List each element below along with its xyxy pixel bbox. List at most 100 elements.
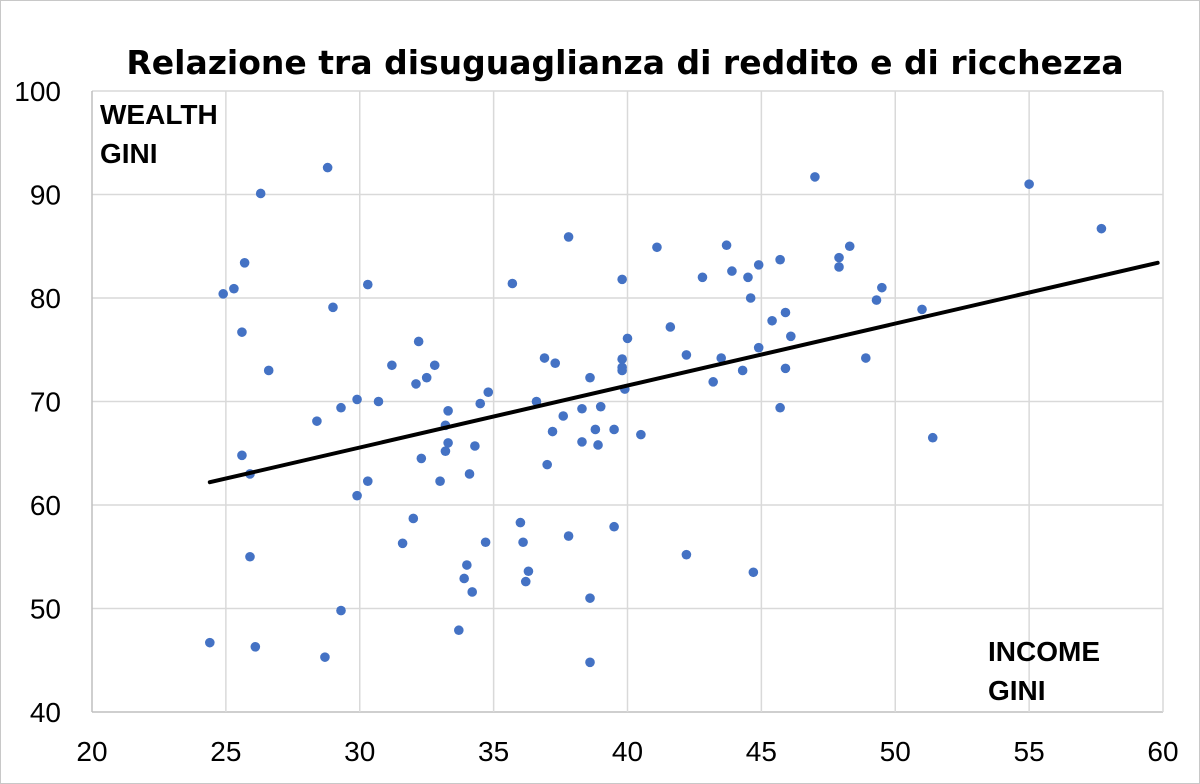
y-axis-note-line1: WEALTH (100, 99, 218, 130)
data-point (550, 358, 561, 369)
data-point (421, 372, 432, 383)
data-point (775, 402, 785, 413)
data-point (767, 315, 777, 326)
y-axis-note-line2: GINI (100, 138, 158, 169)
data-point (250, 641, 261, 652)
data-point (443, 438, 453, 448)
data-point (775, 254, 785, 265)
data-point (475, 398, 486, 409)
data-point (585, 372, 595, 383)
data-point (322, 162, 333, 173)
data-point (743, 272, 753, 283)
data-point (429, 360, 440, 371)
x-axis-note-line1: INCOME (988, 636, 1100, 667)
x-tick-label: 30 (344, 736, 375, 767)
data-point (518, 537, 528, 548)
data-point (480, 537, 491, 548)
data-point (416, 453, 427, 464)
y-tick-label: 40 (30, 697, 61, 728)
data-point (697, 272, 708, 283)
data-point (716, 353, 727, 363)
data-point (239, 258, 250, 268)
data-point (362, 476, 373, 486)
data-point (681, 350, 692, 360)
data-point (617, 362, 627, 373)
data-point (413, 336, 424, 347)
data-point (727, 266, 737, 276)
data-point (652, 242, 662, 253)
data-point (609, 521, 619, 532)
data-point (753, 342, 764, 353)
data-point (665, 322, 676, 332)
x-tick-label: 20 (76, 736, 107, 767)
data-point (622, 333, 633, 344)
y-tick-label: 100 (14, 76, 61, 107)
data-point (362, 279, 373, 290)
data-point (636, 429, 646, 440)
data-point (860, 353, 871, 363)
data-point (229, 283, 239, 294)
data-point (917, 304, 927, 315)
data-point (373, 396, 384, 407)
data-point (745, 293, 756, 303)
data-point (542, 459, 552, 470)
data-point (563, 531, 574, 541)
y-tick-label: 70 (30, 387, 61, 418)
data-point (320, 652, 330, 662)
data-point (1024, 179, 1034, 189)
y-tick-label: 80 (30, 283, 61, 314)
data-point (531, 396, 542, 407)
trendline (207, 260, 1160, 485)
data-point (443, 406, 453, 416)
x-tick-label: 50 (880, 736, 911, 767)
data-point (435, 476, 445, 486)
data-point (563, 232, 574, 242)
data-point (515, 517, 526, 528)
x-tick-label: 40 (612, 736, 643, 767)
data-point (737, 365, 748, 376)
data-point (753, 260, 764, 270)
data-point (593, 440, 603, 450)
gridlines (91, 90, 1164, 713)
data-point (336, 605, 346, 616)
data-point (609, 424, 619, 435)
data-point (721, 240, 732, 251)
x-tick-label: 55 (1014, 736, 1045, 767)
data-point (577, 437, 587, 447)
x-tick-label: 45 (746, 736, 777, 767)
data-point (681, 549, 692, 560)
tick-labels: 40 50 60 70 80 90 100 20 25 30 35 40 45 50 55 60 (14, 76, 1178, 767)
x-tick-label: 60 (1147, 736, 1178, 767)
data-point (585, 657, 595, 668)
y-tick-label: 60 (30, 490, 61, 521)
data-point (387, 360, 397, 371)
data-point (927, 432, 938, 443)
data-point (617, 274, 627, 285)
x-tick-label: 25 (210, 736, 241, 767)
chart-title: Relazione tra disuguaglianza di reddito … (126, 43, 1123, 82)
data-point (834, 262, 844, 272)
trendline-layer (207, 260, 1160, 485)
x-axis-note-line2: GINI (988, 675, 1046, 706)
data-point (595, 401, 606, 412)
data-point (263, 365, 274, 376)
data-point (585, 593, 595, 603)
data-point (467, 587, 478, 597)
data-point (408, 513, 419, 524)
data-point (558, 411, 569, 421)
data-point (462, 560, 472, 570)
y-tick-label: 50 (30, 594, 61, 625)
data-point (520, 576, 531, 587)
data-point (328, 302, 338, 313)
data-point (871, 295, 882, 305)
data-point (459, 573, 469, 584)
data-point (786, 331, 796, 342)
data-points (205, 162, 1107, 668)
data-point (470, 441, 480, 451)
data-point (352, 394, 362, 405)
data-point (218, 289, 228, 299)
data-point (483, 387, 494, 397)
data-point (205, 637, 215, 648)
data-point (780, 307, 791, 318)
data-point (590, 424, 601, 435)
